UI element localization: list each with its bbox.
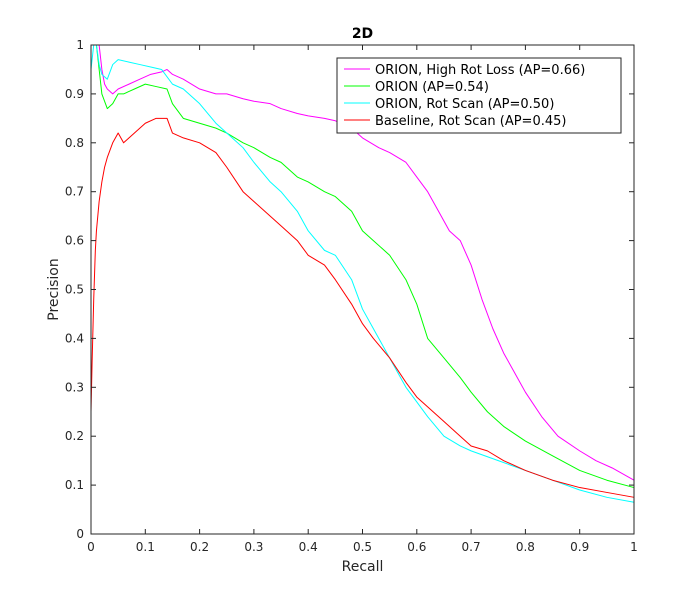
y-tick-label-9: 0.9	[65, 87, 84, 101]
x-tick-label-6: 0.6	[407, 540, 426, 554]
x-tick-label-7: 0.7	[462, 540, 481, 554]
y-tick-label-5: 0.5	[65, 283, 84, 297]
legend: ORION, High Rot Loss (AP=0.66) ORION (AP…	[336, 57, 622, 134]
legend-entry-0: ORION, High Rot Loss (AP=0.66)	[375, 63, 585, 78]
x-tick-label-0: 0	[87, 540, 95, 554]
series-line-0	[91, 44, 635, 481]
chart-title: 2D	[352, 26, 373, 42]
y-tick-label-7: 0.7	[65, 185, 84, 199]
y-axis-label: Precision	[46, 258, 62, 320]
legend-entry-3: Baseline, Rot Scan (AP=0.45)	[375, 114, 566, 129]
x-tick-label-5: 0.5	[353, 540, 372, 554]
x-tick-label-1: 0.1	[136, 540, 155, 554]
series-line-1	[91, 44, 635, 489]
x-tick-label-4: 0.4	[299, 540, 318, 554]
y-tick-label-10: 1	[76, 38, 84, 52]
y-tick-label-2: 0.2	[65, 429, 84, 443]
legend-entry-1: ORION (AP=0.54)	[375, 80, 489, 95]
y-tick-label-1: 0.1	[65, 478, 84, 492]
x-tick-label-8: 0.8	[516, 540, 535, 554]
x-tick-label-2: 0.2	[190, 540, 209, 554]
y-tick-label-3: 0.3	[65, 380, 84, 394]
series-line-3	[90, 117, 635, 498]
ticks: 0 0.1 0.2 0.3 0.4 0.5 0.6 0.7 0.8 0.9 1 0 0.1 0.2 0.3 0…	[65, 38, 638, 554]
series-lines	[90, 44, 635, 503]
y-tick-label-6: 0.6	[65, 234, 84, 248]
y-tick-label-4: 0.4	[65, 331, 84, 345]
y-tick-label-8: 0.8	[65, 136, 84, 150]
x-tick-label-9: 0.9	[570, 540, 589, 554]
legend-box	[336, 57, 622, 134]
x-axis-label: Recall	[342, 559, 384, 575]
legend-entry-2: ORION, Rot Scan (AP=0.50)	[375, 97, 554, 112]
x-tick-label-10: 1	[630, 540, 638, 554]
x-tick-label-3: 0.3	[244, 540, 263, 554]
series-line-2	[90, 44, 635, 503]
y-tick-label-0: 0	[76, 527, 84, 541]
